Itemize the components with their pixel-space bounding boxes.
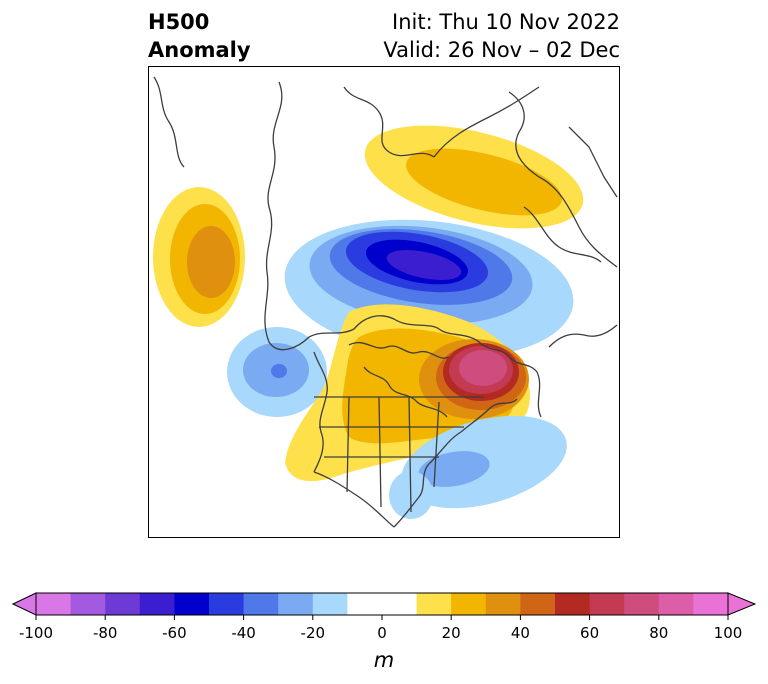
colorbar-bin [347,593,383,615]
title-left: H500 Anomaly [148,8,251,64]
colorbar-bin [451,593,487,615]
canada-ridge-anomaly [285,304,530,482]
siberia-ridge-anomaly [364,125,584,229]
colorbar-unit: m [373,648,395,672]
init-date: Init: Thu 10 Nov 2022 [392,10,620,34]
colorbar-tick-label: -60 [162,624,187,642]
colorbar-tick-label: 0 [377,624,387,642]
colorbar-bin [105,593,141,615]
colorbar-bin [382,593,418,615]
colorbar-bin [243,593,279,615]
colorbar-tick-label: 100 [713,624,743,642]
colorbar-bin [658,593,694,615]
map-canvas [153,76,618,528]
colorbar-tick-label: 40 [510,624,530,642]
title-right: Init: Thu 10 Nov 2022 Valid: 26 Nov – 02… [383,8,620,64]
colorbar-tick-label: 60 [580,624,600,642]
colorbar-tick-label: 20 [441,624,461,642]
colorbar-extend-max [727,592,756,616]
colorbar-bin [555,593,591,615]
colorbar-bin [139,593,175,615]
valid-range: Valid: 26 Nov – 02 Dec [383,38,620,62]
colorbar-tick-label: 80 [649,624,669,642]
title-field-type: Anomaly [148,38,251,62]
colorbar-tick-label: -20 [300,624,326,642]
colorbar-bin [520,593,556,615]
colorbar-bin [70,593,106,615]
ne-pacific-trough-anomaly [227,327,327,417]
colorbar-bin [209,593,245,615]
colorbar-tick-label: -40 [231,624,256,642]
anomaly-map [148,66,620,538]
colorbar-bin [485,593,521,615]
colorbar-extend-min [12,592,37,616]
colorbar-bin [624,593,660,615]
title-field-name: H500 [148,10,210,34]
colorbar-bin [278,593,314,615]
colorbar-bin [174,593,210,615]
colorbar-tick-label: -100 [18,624,54,642]
pacific-ridge-anomaly [153,187,245,327]
colorbar-bin [312,593,348,615]
arctic-trough-anomaly [284,219,574,359]
colorbar-bin [36,593,72,615]
colorbar-bin [693,593,729,615]
coastline-borders [153,76,618,528]
colorbar-tick-label: -80 [92,624,118,642]
colorbar-bin [589,593,625,615]
colorbar [12,592,756,620]
colorbar-bin [416,593,452,615]
